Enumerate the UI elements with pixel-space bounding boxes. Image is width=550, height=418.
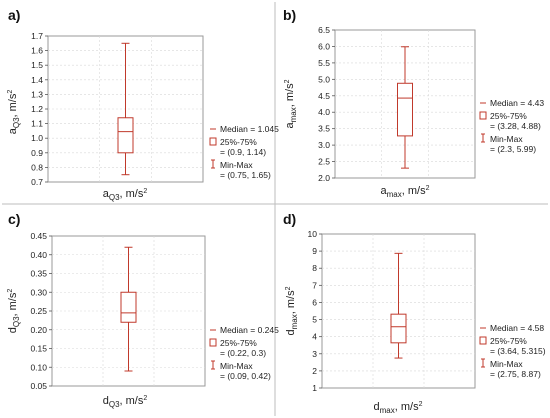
y-tick-label: 7	[312, 280, 317, 290]
y-axis-label: dmax, m/s2	[285, 286, 299, 335]
y-axis-label: amax, m/s2	[284, 79, 298, 128]
y-tick-label: 5	[312, 315, 317, 325]
legend-entry-text: 25%-75%	[220, 137, 257, 147]
legend-entry-text: = (2.75, 8.87)	[490, 369, 541, 379]
y-tick-label: 0.8	[31, 162, 43, 172]
panel-label: d)	[283, 211, 296, 227]
legend-entry-text: Min-Max	[220, 160, 253, 170]
legend-entry-text: Min-Max	[490, 134, 523, 144]
y-tick-label: 0.45	[30, 231, 47, 241]
x-axis-label: aQ3, m/s2	[103, 188, 148, 202]
legend-entry-text: = (3.64, 5.315)	[490, 346, 546, 356]
x-axis-label: amax, m/s2	[381, 185, 430, 199]
legend-entry-text: = (0.09, 0.42)	[220, 371, 271, 381]
y-axis-label: aQ3, m/s2	[7, 90, 21, 135]
y-axis-label: dQ3, m/s2	[7, 289, 21, 334]
legend-box-symbol	[209, 338, 217, 347]
legend-entry-text: 25%-75%	[220, 338, 257, 348]
y-tick-label: 0.9	[31, 148, 43, 158]
y-tick-label: 9	[312, 246, 317, 256]
legend-entry-text: Median = 4.58	[490, 323, 544, 333]
y-tick-label: 1	[312, 383, 317, 393]
panel-label: c)	[8, 211, 20, 227]
y-tick-label: 0.20	[30, 325, 47, 335]
y-tick-label: 1.1	[31, 119, 43, 129]
y-tick-label: 4.5	[318, 91, 330, 101]
y-tick-label: 6	[312, 297, 317, 307]
legend-entry-text: Min-Max	[490, 359, 523, 369]
y-tick-label: 0.30	[30, 287, 47, 297]
legend-box-symbol	[209, 137, 217, 146]
y-tick-label: 5.5	[318, 58, 330, 68]
y-tick-label: 0.25	[30, 306, 47, 316]
legend-entry-text: = (3.28, 4.88)	[490, 121, 541, 131]
y-tick-label: 6.5	[318, 25, 330, 35]
y-tick-label: 1.3	[31, 89, 43, 99]
iqr-box	[120, 291, 137, 323]
legend-entry-text: = (0.9, 1.14)	[220, 147, 266, 157]
legend-entry-text: Min-Max	[220, 361, 253, 371]
legend-entry-text: = (0.75, 1.65)	[220, 170, 271, 180]
y-tick-label: 2	[312, 366, 317, 376]
y-tick-label: 1.6	[31, 46, 43, 56]
y-tick-label: 5.0	[318, 74, 330, 84]
y-tick-label: 0.40	[30, 250, 47, 260]
y-tick-label: 1.0	[31, 133, 43, 143]
x-axis-label: dQ3, m/s2	[103, 395, 148, 409]
legend-entry-text: Median = 4.43	[490, 98, 544, 108]
y-tick-label: 1.2	[31, 104, 43, 114]
legend-entry-text: 25%-75%	[490, 336, 527, 346]
y-tick-label: 4.0	[318, 107, 330, 117]
legend-box-symbol	[479, 336, 487, 345]
legend-entry-text: Median = 1.045	[220, 124, 279, 134]
y-tick-label: 0.05	[30, 381, 47, 391]
y-tick-label: 0.35	[30, 269, 47, 279]
y-tick-label: 3	[312, 349, 317, 359]
x-axis-label: dmax, m/s2	[374, 401, 423, 415]
iqr-box	[397, 82, 413, 137]
y-tick-label: 1.7	[31, 31, 43, 41]
y-tick-label: 0.7	[31, 177, 43, 187]
iqr-box	[390, 313, 407, 344]
y-tick-label: 0.15	[30, 344, 47, 354]
y-tick-label: 2.5	[318, 157, 330, 167]
y-tick-label: 10	[308, 229, 318, 239]
legend-entry-text: = (2.3, 5.99)	[490, 144, 536, 154]
y-tick-label: 1.5	[31, 60, 43, 70]
legend-box-symbol	[479, 111, 487, 120]
y-tick-label: 0.10	[30, 362, 47, 372]
y-tick-label: 2.0	[318, 173, 330, 183]
y-tick-label: 6.0	[318, 41, 330, 51]
legend-entry-text: = (0.22, 0.3)	[220, 348, 266, 358]
y-tick-label: 1.4	[31, 75, 43, 85]
panel-label: a)	[8, 7, 20, 23]
panel-label: b)	[283, 7, 296, 23]
legend-entry-text: Median = 0.245	[220, 325, 279, 335]
y-tick-label: 8	[312, 263, 317, 273]
iqr-box	[117, 117, 134, 154]
y-tick-label: 3.0	[318, 140, 330, 150]
legend-entry-text: 25%-75%	[490, 111, 527, 121]
y-tick-label: 4	[312, 332, 317, 342]
y-tick-label: 3.5	[318, 124, 330, 134]
